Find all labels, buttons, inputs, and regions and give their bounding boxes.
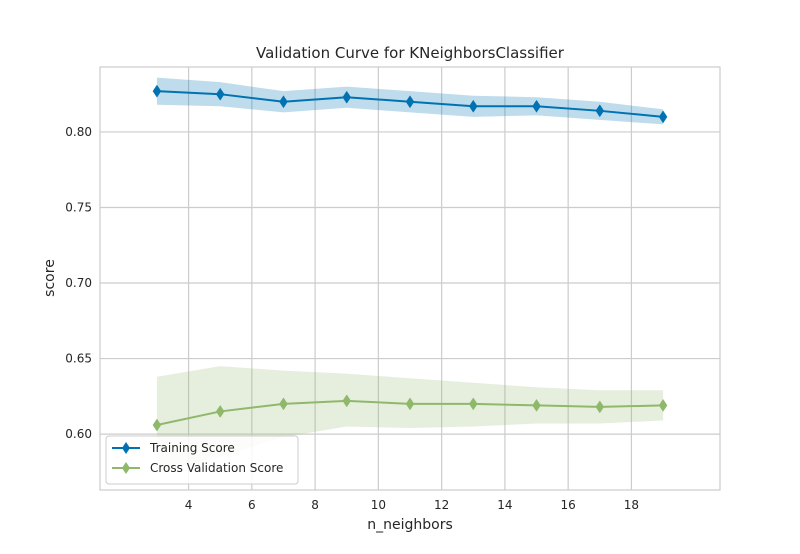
x-tick-label: 12 bbox=[434, 498, 449, 512]
gridlines bbox=[100, 67, 720, 490]
plot-frame bbox=[99, 66, 721, 491]
data-point-marker bbox=[658, 398, 668, 412]
y-tick-label: 0.70 bbox=[65, 276, 92, 290]
x-tick-label: 10 bbox=[371, 498, 386, 512]
plot-background bbox=[100, 67, 720, 490]
data-point-marker bbox=[152, 418, 162, 432]
data-point-marker bbox=[342, 90, 352, 104]
data-point-marker bbox=[279, 95, 288, 109]
data-point-marker bbox=[405, 397, 415, 411]
y-tick-label: 0.60 bbox=[65, 427, 92, 441]
data-point-marker bbox=[532, 99, 541, 113]
x-tick-label: 4 bbox=[185, 498, 193, 512]
data-point-marker bbox=[595, 400, 605, 414]
x-tick-label: 14 bbox=[497, 498, 512, 512]
x-tick-label: 16 bbox=[561, 498, 576, 512]
x-tick-label: 8 bbox=[311, 498, 319, 512]
chart-title: Validation Curve for KNeighborsClassifie… bbox=[256, 44, 565, 62]
y-tick-label: 0.65 bbox=[65, 352, 92, 366]
legend-box bbox=[105, 435, 299, 485]
legend-marker-training bbox=[122, 442, 130, 454]
y-tick-label: 0.75 bbox=[65, 200, 92, 214]
legend: Training Score Cross Validation Score bbox=[105, 435, 299, 485]
data-point-marker bbox=[152, 84, 162, 98]
y-tick-label: 0.80 bbox=[65, 125, 92, 139]
x-axis-ticks: 4 6 8 10 12 14 16 18 bbox=[185, 498, 639, 512]
data-point-marker bbox=[342, 394, 352, 408]
series-lines bbox=[152, 84, 668, 432]
data-point-marker bbox=[658, 110, 668, 124]
x-tick-label: 6 bbox=[248, 498, 256, 512]
legend-label-cross-validation: Cross Validation Score bbox=[150, 461, 283, 475]
x-axis-label: n_neighbors bbox=[367, 517, 453, 533]
legend-marker-cross-validation bbox=[122, 462, 130, 474]
data-point-marker bbox=[595, 104, 605, 118]
y-axis-ticks: 0.60 0.65 0.70 0.75 0.80 bbox=[65, 125, 92, 441]
x-tick-label: 18 bbox=[624, 498, 639, 512]
data-point-marker bbox=[215, 404, 225, 418]
data-point-marker bbox=[468, 99, 478, 113]
y-axis-label: score bbox=[42, 259, 58, 297]
data-point-marker bbox=[405, 95, 415, 109]
data-point-marker bbox=[215, 87, 225, 101]
data-point-marker bbox=[468, 397, 478, 411]
legend-label-training: Training Score bbox=[149, 441, 235, 455]
data-point-marker bbox=[532, 398, 541, 412]
data-point-marker bbox=[279, 397, 288, 411]
confidence-band-1 bbox=[156, 366, 664, 474]
